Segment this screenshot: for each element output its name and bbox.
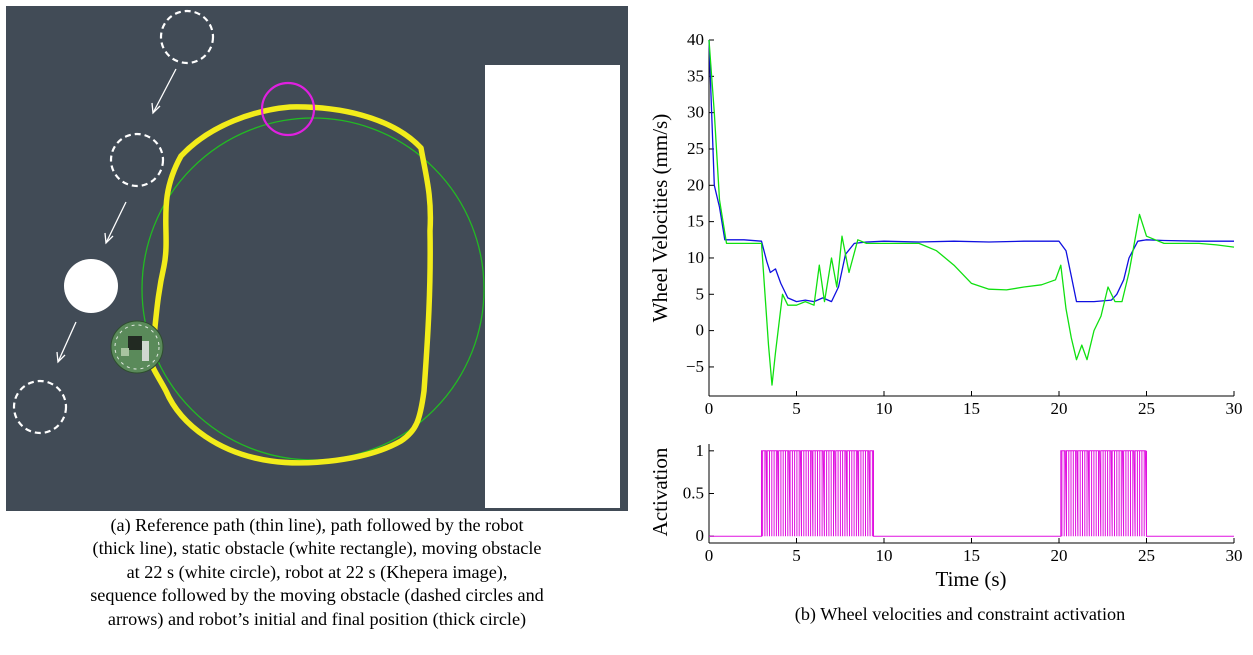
obstacle-arrow (151, 68, 177, 115)
caption-line: (a) Reference path (thin line), path fol… (110, 515, 524, 535)
x-tick-label: 5 (792, 399, 801, 418)
y-tick-label: 15 (687, 212, 704, 231)
activation-series-line (709, 450, 1234, 537)
caption-line: (thick line), static obstacle (white rec… (92, 538, 542, 559)
x-tick-label: 20 (1051, 399, 1068, 418)
series-line-blue (708, 39, 1234, 303)
y-tick-label: 25 (687, 139, 704, 158)
moving-obstacle-dashed-circle (12, 379, 68, 435)
activation-chart: 0 5 10 15 20 25 30 0 0.5 1 (683, 441, 1243, 565)
obstacle-arrow (56, 321, 77, 364)
y-tick-label: −5 (686, 357, 704, 376)
x-tick-label: 15 (963, 546, 980, 565)
y-tick-label: 35 (687, 66, 704, 85)
wheel-velocity-chart: 0 5 10 15 20 25 30 −5 0 5 10 15 20 25 30 35 40 (686, 30, 1243, 418)
x-tick-label: 10 (876, 546, 893, 565)
caption-panel-a: (a) Reference path (thin line), path fol… (4, 514, 630, 631)
y-tick-label: 40 (687, 30, 704, 49)
khepera-robot-image (110, 320, 164, 374)
x-tick-label: 5 (792, 546, 801, 565)
caption-line: sequence followed by the moving obstacle… (90, 585, 544, 606)
y-tick-label: 1 (696, 441, 705, 460)
obstacle-arrow (104, 201, 127, 245)
y-tick-label: 0.5 (683, 484, 704, 503)
x-tick-label: 30 (1226, 546, 1243, 565)
moving-obstacle-dashed-circle (109, 132, 165, 188)
caption-line: at 22 s (white circle), robot at 22 s (K… (126, 561, 508, 582)
y-axis-label-velocities: Wheel Velocities (mm/s) (648, 114, 672, 322)
robot-position-circle (260, 81, 316, 137)
series-line-green (708, 39, 1235, 386)
caption-line: arrows) and robot’s initial and final po… (107, 608, 527, 629)
x-tick-label: 10 (876, 399, 893, 418)
y-tick-label: 20 (687, 175, 704, 194)
x-tick-label: 30 (1226, 399, 1243, 418)
robot-followed-path (148, 104, 434, 466)
y-tick-label: 30 (687, 103, 704, 122)
scene-panel (6, 6, 628, 511)
moving-obstacle-dashed-circle (159, 9, 215, 65)
x-tick-label: 20 (1051, 546, 1068, 565)
y-tick-label: 0 (696, 321, 705, 340)
y-tick-label: 0 (696, 526, 705, 545)
y-tick-label: 10 (687, 248, 704, 267)
x-axis-label-time: Time (s) (936, 567, 1007, 591)
moving-obstacle-white-circle (64, 259, 118, 313)
x-tick-label: 0 (705, 399, 714, 418)
y-tick-label: 5 (696, 284, 705, 303)
x-tick-label: 25 (1138, 399, 1155, 418)
x-tick-label: 25 (1138, 546, 1155, 565)
y-axis-label-activation: Activation (648, 447, 672, 536)
caption-panel-b: (b) Wheel velocities and constraint acti… (794, 604, 1126, 624)
x-tick-label: 0 (705, 546, 714, 565)
x-tick-label: 15 (963, 399, 980, 418)
static-obstacle-rectangle (485, 65, 620, 508)
